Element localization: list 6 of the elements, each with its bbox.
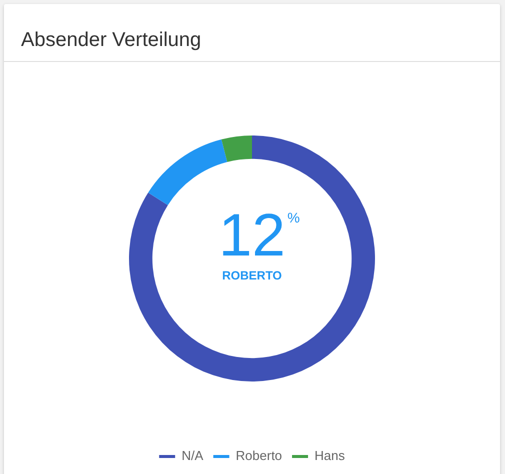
legend-label: N/A	[182, 448, 204, 464]
text: ROBERTO	[222, 268, 282, 282]
chart-title: Absender Verteilung	[21, 28, 202, 52]
text: 12%	[218, 202, 300, 268]
legend-label: Roberto	[236, 448, 282, 464]
legend-label: Hans	[314, 448, 346, 464]
